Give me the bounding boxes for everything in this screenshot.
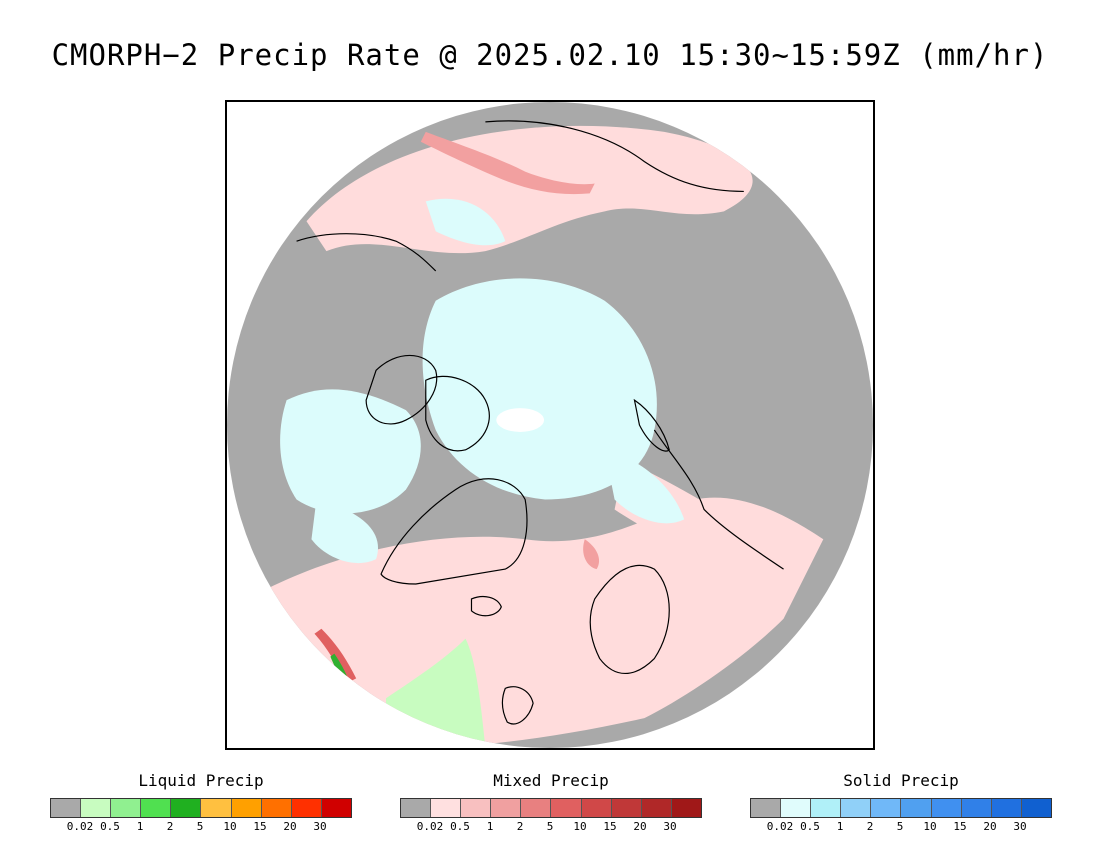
colorbar-tick-label: 0.5 [450, 820, 470, 833]
colorbar-tick-label: 1 [486, 820, 494, 833]
solid-precip-region-barents-kara [604, 449, 685, 524]
colorbar-swatch-1 [431, 799, 462, 817]
colorbar-swatch-8 [991, 799, 1022, 817]
mixed-precip-region-pacific [306, 125, 753, 254]
colorbar-tick-label: 30 [1013, 820, 1027, 833]
solid-precip-region-canadian-archipelago [280, 389, 421, 514]
colorbar-swatch-3 [141, 799, 172, 817]
colorbar-swatch-2 [811, 799, 842, 817]
colorbar-swatch-3 [841, 799, 872, 817]
colorbar-mixed [400, 798, 702, 818]
colorbar-swatch-3 [491, 799, 522, 817]
colorbar-ticks-liquid: 0.02 0.5 1 2 5 10 15 20 30 [50, 818, 352, 834]
colorbar-tick-label: 0.02 [66, 820, 94, 833]
polar-map-frame [225, 100, 875, 750]
colorbar-tick-label: 5 [896, 820, 904, 833]
mixed-precip-band-pacific [420, 131, 595, 195]
coastlines [296, 120, 784, 725]
colorbar-tick-label: 20 [983, 820, 997, 833]
legend-mixed-precip: Mixed Precip 0.02 0.5 1 2 5 10 15 20 30 [400, 770, 702, 834]
colorbar-swatch-7 [261, 799, 292, 817]
colorbar-tick-label: 2 [166, 820, 174, 833]
colorbar-ticks-solid: 0.02 0.5 1 2 5 10 15 20 30 [750, 818, 1052, 834]
novaya-zemlya-coast [633, 398, 670, 452]
colorbar-tick-label: 10 [923, 820, 937, 833]
colorbar-tick-label: 5 [196, 820, 204, 833]
colorbar-ticks-mixed: 0.02 0.5 1 2 5 10 15 20 30 [400, 818, 702, 834]
iceland-coast [470, 596, 502, 617]
colorbar-tick-label: 30 [313, 820, 327, 833]
colorbar-swatch-7 [961, 799, 992, 817]
canadian-archipelago-coast [365, 355, 438, 425]
colorbar-tick-label: 15 [253, 820, 267, 833]
polar-precip-map [227, 102, 873, 748]
colorbar-tick-label: 0.02 [766, 820, 794, 833]
colorbar-tick-label: 1 [136, 820, 144, 833]
solid-precip-region-arctic-basin [451, 330, 640, 440]
colorbar-tick-label: 0.5 [800, 820, 820, 833]
colorbar-tick-label: 15 [603, 820, 617, 833]
chart-title: CMORPH−2 Precip Rate @ 2025.02.10 15:30~… [51, 38, 1049, 72]
colorbar-swatch-2 [111, 799, 142, 817]
colorbar-swatch-2 [461, 799, 492, 817]
colorbar-tick-label: 5 [546, 820, 554, 833]
eurasia-coast [653, 429, 784, 570]
alaska-coast [296, 233, 437, 272]
colorbar-swatch-9 [321, 799, 351, 817]
no-precip-pole-patch [496, 408, 545, 432]
colorbar-swatch-6 [231, 799, 262, 817]
siberia-coast [485, 120, 744, 193]
greenland-coast [380, 478, 528, 585]
colorbar-swatch-8 [291, 799, 322, 817]
colorbar-swatch-4 [521, 799, 552, 817]
colorbar-tick-label: 0.5 [100, 820, 120, 833]
colorbar-swatch-9 [671, 799, 701, 817]
colorbar-swatch-7 [611, 799, 642, 817]
legend-title-liquid: Liquid Precip [138, 771, 264, 790]
solid-precip-areas [280, 198, 685, 564]
colorbar-tick-label: 20 [633, 820, 647, 833]
scandinavia-coast [589, 564, 670, 674]
legend-title-mixed: Mixed Precip [493, 771, 609, 790]
colorbar-tick-label: 10 [573, 820, 587, 833]
colorbar-swatch-1 [81, 799, 112, 817]
colorbar-liquid [50, 798, 352, 818]
colorbar-swatch-6 [581, 799, 612, 817]
colorbar-tick-label: 30 [663, 820, 677, 833]
colorbar-swatch-4 [171, 799, 202, 817]
colorbar-tick-label: 10 [223, 820, 237, 833]
colorbar-swatch-5 [201, 799, 232, 817]
colorbar-swatch-9 [1021, 799, 1051, 817]
solid-precip-region-beaufort [425, 198, 506, 246]
colorbar-swatch-0 [751, 799, 782, 817]
colorbar-swatch-5 [551, 799, 582, 817]
colorbar-swatch-8 [641, 799, 672, 817]
legend-liquid-precip: Liquid Precip 0.02 0.5 1 2 5 10 15 20 30 [50, 770, 352, 834]
legend-solid-precip: Solid Precip 0.02 0.5 1 2 5 10 15 20 30 [750, 770, 1052, 834]
ellesmere-coast [425, 375, 490, 452]
colorbar-swatch-0 [401, 799, 432, 817]
legend-title-solid: Solid Precip [843, 771, 959, 790]
colorbar-tick-label: 15 [953, 820, 967, 833]
solid-precip-region-hudson [311, 499, 379, 564]
colorbar-swatch-6 [931, 799, 962, 817]
colorbar-swatch-4 [871, 799, 902, 817]
colorbar-swatch-0 [51, 799, 82, 817]
colorbar-tick-label: 2 [516, 820, 524, 833]
colorbar-tick-label: 20 [283, 820, 297, 833]
colorbar-solid [750, 798, 1052, 818]
colorbar-tick-label: 0.02 [416, 820, 444, 833]
colorbar-swatch-1 [781, 799, 812, 817]
colorbar-tick-label: 2 [866, 820, 874, 833]
british-isles-coast [501, 686, 534, 725]
colorbar-tick-label: 1 [836, 820, 844, 833]
mixed-precip-cell-norwegian-sea [583, 539, 600, 570]
colorbar-swatch-5 [901, 799, 932, 817]
